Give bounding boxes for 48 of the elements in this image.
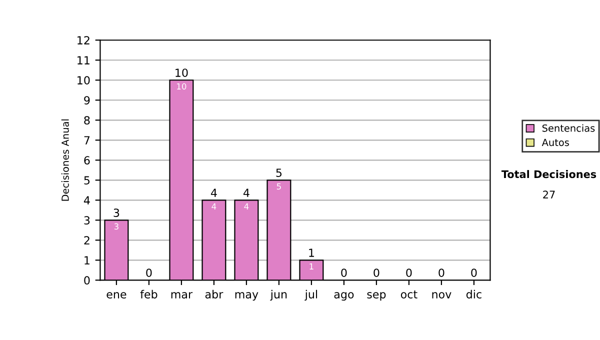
total-label: 1 (309, 248, 314, 257)
data-label: 4 (212, 203, 216, 210)
text: 27 (543, 190, 555, 198)
total-label: 4 (243, 188, 250, 197)
total-label: 4 (210, 188, 217, 197)
y-tick-label: 2 (84, 236, 90, 244)
x-tick-label: may (235, 292, 258, 301)
data-label: 3 (114, 223, 118, 230)
text: Total Decisiones (501, 170, 596, 178)
legend-label: Autos (542, 138, 569, 146)
y-tick-label: 9 (84, 96, 90, 105)
x-tick-label: feb (140, 290, 158, 298)
y-tick-label: 0 (84, 276, 90, 285)
y-tick-label: 12 (78, 36, 90, 44)
y-tick-label: 5 (84, 176, 90, 185)
total-label: 0 (471, 268, 477, 278)
total-label: 0 (341, 268, 347, 278)
x-tick-label: ene (106, 292, 126, 298)
total-label: 3 (114, 208, 120, 217)
x-tick-label: dic (466, 290, 482, 298)
total-label: 0 (146, 268, 152, 278)
data-label: 1 (310, 263, 314, 270)
x-tick-label: abr (205, 290, 224, 298)
y-tick-label: 3 (84, 216, 90, 225)
data-label: 5 (276, 183, 281, 190)
y-tick-label: 4 (84, 196, 90, 204)
legend-label: Sentencias (542, 124, 595, 132)
y-tick-label: 10 (78, 76, 90, 85)
x-tick-label: oct (400, 290, 418, 298)
total-label: 10 (176, 68, 188, 77)
x-tick-label: jun (270, 290, 287, 301)
total-label: 0 (438, 268, 444, 278)
y-tick-label: 7 (84, 136, 90, 144)
x-tick-label: nov (432, 292, 452, 298)
y-tick-label: 8 (84, 116, 90, 125)
total-label: 0 (406, 268, 412, 278)
x-tick-label: sep (367, 292, 386, 301)
x-tick-label: mar (171, 292, 193, 298)
total-label: 5 (276, 168, 282, 177)
y-axis-title: Decisiones Anual (61, 119, 69, 201)
y-tick-label: 11 (78, 56, 90, 64)
y-tick-label: 1 (84, 256, 90, 264)
x-tick-label: jul (304, 290, 318, 301)
data-label: 10 (177, 83, 186, 90)
total-label: 0 (374, 268, 380, 278)
data-label: 4 (244, 203, 249, 210)
y-tick-label: 6 (84, 156, 90, 165)
x-tick-label: ago (334, 292, 354, 301)
